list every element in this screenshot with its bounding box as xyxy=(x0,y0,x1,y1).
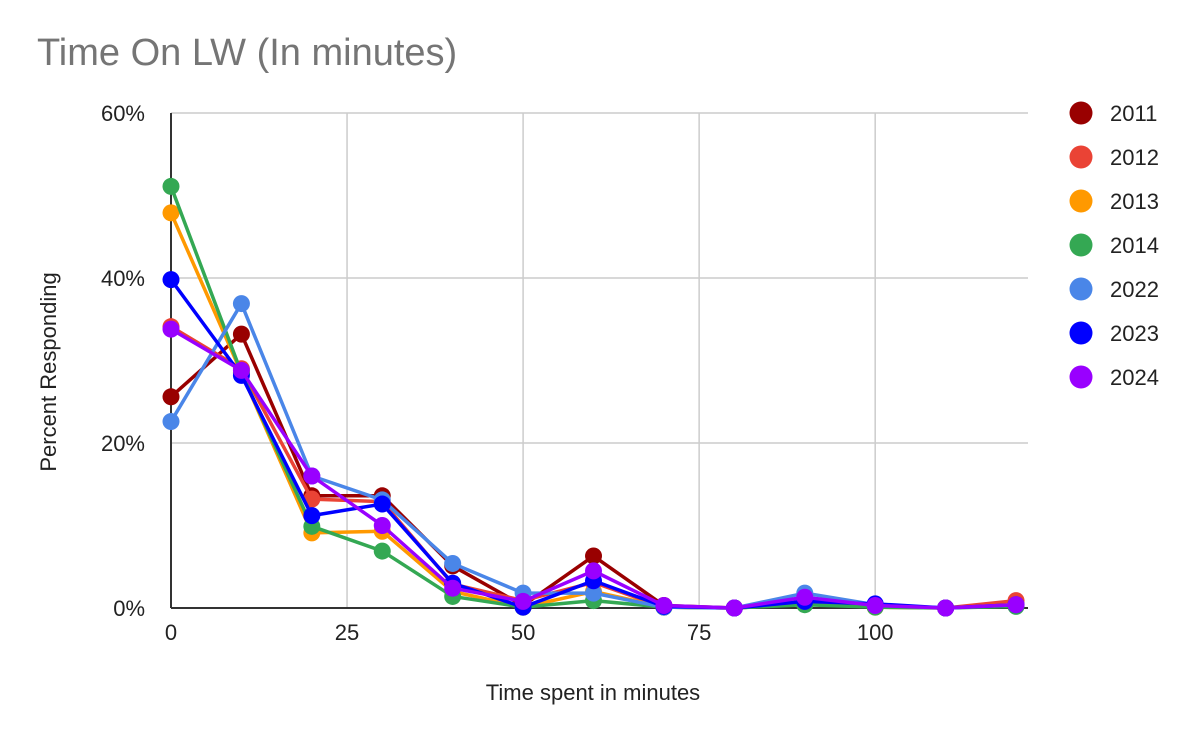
legend-item-2011: 2011 xyxy=(1069,101,1157,126)
legend-label: 2024 xyxy=(1110,365,1159,390)
legend-label: 2012 xyxy=(1110,145,1159,170)
legend-marker xyxy=(1069,233,1093,257)
legend-label: 2014 xyxy=(1110,233,1159,258)
legend-marker xyxy=(1069,101,1093,125)
series-2022-point xyxy=(444,554,462,572)
y-tick-label: 0% xyxy=(113,596,145,621)
y-tick-label: 60% xyxy=(101,101,145,126)
series-2023-point xyxy=(162,271,180,289)
legend-marker xyxy=(1069,145,1093,169)
series-2014-point xyxy=(162,177,180,195)
legend-marker xyxy=(1069,321,1093,345)
x-axis-title: Time spent in minutes xyxy=(486,680,700,705)
y-tick-label: 20% xyxy=(101,431,145,456)
series-2022-point xyxy=(232,295,250,313)
legend: 2011 2012 2013 2014 2022 2023 2024 xyxy=(1069,101,1159,390)
series-2014-line xyxy=(169,185,1017,610)
y-tick-label: 40% xyxy=(101,266,145,291)
x-tick-label: 25 xyxy=(335,620,359,645)
series-2024-point xyxy=(866,597,884,615)
legend-label: 2022 xyxy=(1110,277,1159,302)
series-2024-point xyxy=(796,588,814,606)
legend-marker xyxy=(1069,365,1093,389)
legend-marker xyxy=(1069,277,1093,301)
series-2011-point xyxy=(162,388,180,406)
x-tick-label: 100 xyxy=(857,620,894,645)
y-axis-title: Percent Responding xyxy=(36,272,61,471)
axis-layer: 0% 20% 40% 60% 0 25 50 75 100 xyxy=(101,101,1028,645)
series-2023-point xyxy=(303,507,321,525)
series-2024-point xyxy=(232,361,250,379)
series-2022-point xyxy=(162,413,180,431)
legend-item-2023: 2023 xyxy=(1069,321,1159,346)
chart-title: Time On LW (In minutes) xyxy=(37,32,458,74)
legend-item-2013: 2013 xyxy=(1069,189,1159,214)
x-tick-label: 75 xyxy=(687,620,711,645)
series-2024-point xyxy=(1007,596,1025,614)
series-2011-point xyxy=(585,547,603,565)
series-layer xyxy=(162,177,1025,617)
legend-marker xyxy=(1069,189,1093,213)
series-2024-point xyxy=(725,599,743,617)
series-2024-point xyxy=(514,592,532,610)
series-2023-point xyxy=(373,495,391,513)
legend-item-2014: 2014 xyxy=(1069,233,1159,258)
series-2024 xyxy=(162,320,1025,617)
series-2024-point xyxy=(162,320,180,338)
series-2024-point xyxy=(444,579,462,597)
series-2024-point xyxy=(937,599,955,617)
x-tick-label: 50 xyxy=(511,620,535,645)
series-2024-point xyxy=(585,562,603,580)
legend-item-2024: 2024 xyxy=(1069,365,1159,390)
series-2024-point xyxy=(373,517,391,534)
legend-label: 2013 xyxy=(1110,189,1159,214)
grid-layer xyxy=(171,112,1028,608)
series-2022-point xyxy=(585,584,603,602)
series-2013-point xyxy=(162,204,180,222)
series-2011-point xyxy=(232,325,250,343)
legend-item-2022: 2022 xyxy=(1069,277,1159,302)
series-2024-point xyxy=(655,597,673,615)
legend-label: 2011 xyxy=(1110,101,1157,126)
series-2024-point xyxy=(303,467,321,485)
legend-item-2012: 2012 xyxy=(1069,145,1159,170)
x-tick-label: 0 xyxy=(165,620,177,645)
series-2014-point xyxy=(373,542,391,560)
legend-label: 2023 xyxy=(1110,321,1159,346)
